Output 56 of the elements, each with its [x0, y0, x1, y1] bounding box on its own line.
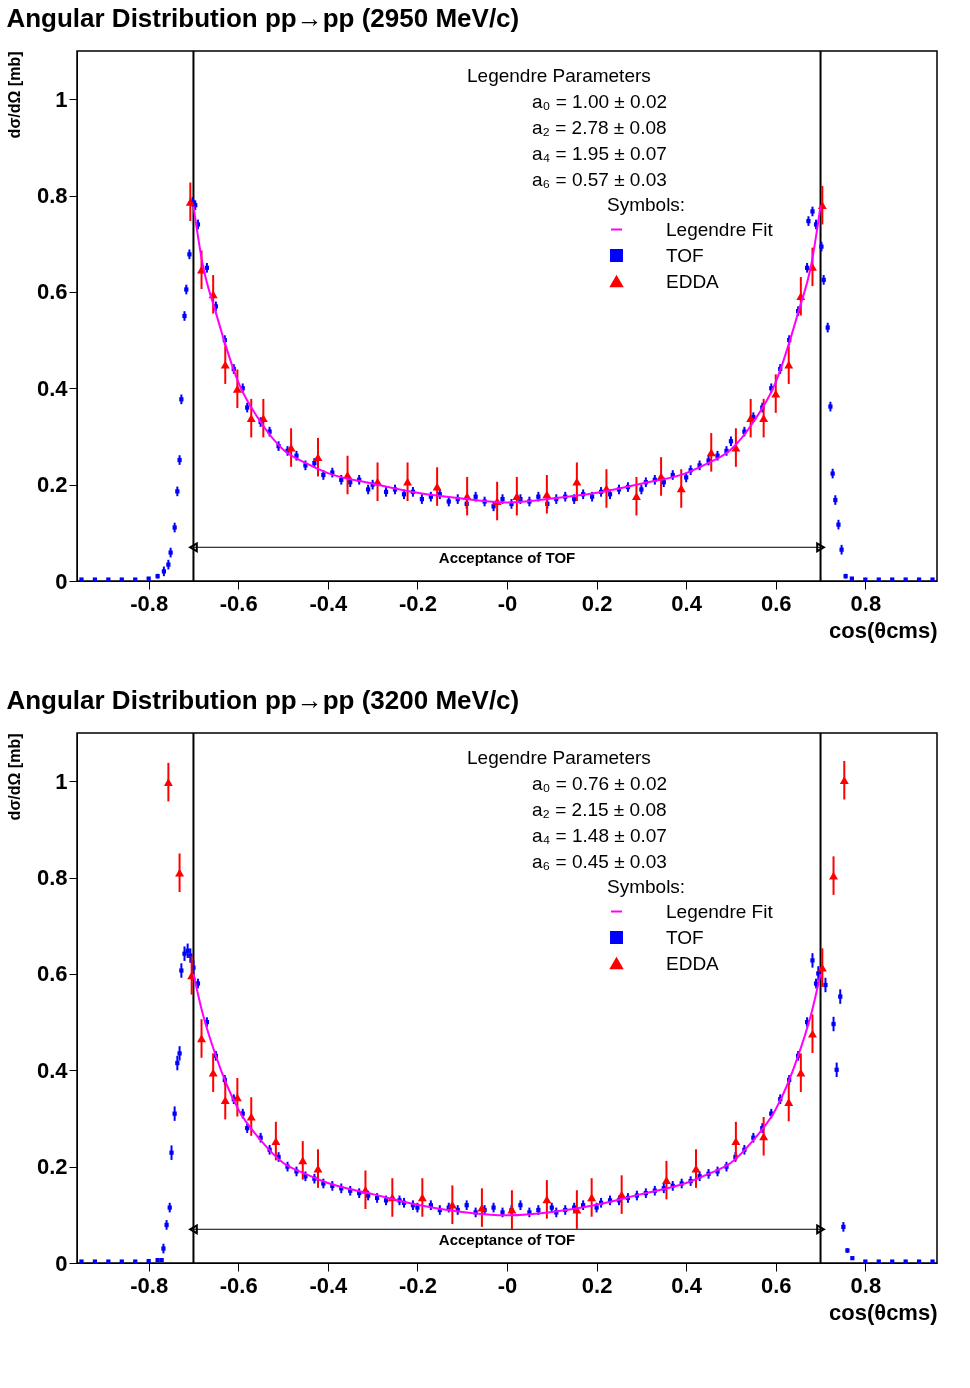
x-tick-label: 0.2 [581, 1272, 613, 1298]
x-tick-label: 0.2 [581, 590, 613, 616]
annotation: a₂ = 2.15 ± 0.08 [532, 799, 667, 820]
y-tick-label: 1 [55, 768, 68, 794]
legend-label: Legendre Fit [666, 900, 774, 922]
y-tick-label: 0.2 [36, 472, 68, 498]
legend-label: TOF [666, 926, 704, 948]
chart-title: Angular Distribution pp→pp (3200 MeV/c) [6, 685, 520, 715]
legend-title: Symbols: [607, 194, 686, 215]
y-axis-title: dσ/dΩ [mb] [5, 51, 23, 139]
legend-label: EDDA [666, 270, 720, 292]
x-tick-label: 0.6 [760, 1272, 792, 1298]
x-tick-label: 0.8 [850, 1272, 882, 1298]
x-tick-label: -0 [497, 1272, 518, 1298]
y-tick-label: 0 [55, 1250, 68, 1276]
x-tick-label: -0.6 [219, 1272, 258, 1298]
annotation: a₀ = 0.76 ± 0.02 [532, 773, 668, 794]
x-tick-label: -0.4 [309, 590, 349, 616]
annotation: Acceptance of TOF [438, 549, 576, 567]
x-tick-label: -0.2 [398, 590, 437, 616]
annotation: Legendre Parameters [467, 747, 651, 768]
legend-title: Symbols: [607, 876, 686, 897]
x-tick-label: 0.8 [850, 590, 882, 616]
y-axis-title: dσ/dΩ [mb] [5, 733, 23, 821]
legend-label: TOF [666, 244, 704, 266]
x-tick-label: 0.6 [760, 590, 792, 616]
chart-title: Angular Distribution pp→pp (2950 MeV/c) [6, 3, 520, 33]
legend-label: Legendre Fit [666, 218, 774, 240]
annotation: a₀ = 1.00 ± 0.02 [532, 91, 668, 112]
x-tick-label: -0 [497, 590, 518, 616]
y-tick-label: 0.4 [36, 375, 69, 401]
legend-label: EDDA [666, 952, 720, 974]
annotation: a₄ = 1.95 ± 0.07 [532, 143, 667, 164]
x-tick-label: -0.8 [130, 590, 169, 616]
y-tick-label: 0.4 [36, 1057, 69, 1083]
x-tick-label: -0.2 [398, 1272, 437, 1298]
annotation: a₂ = 2.78 ± 0.08 [532, 117, 667, 138]
y-tick-label: 0 [55, 568, 68, 594]
x-axis-title: cos(θcms) [829, 617, 938, 643]
annotation: Legendre Parameters [467, 65, 651, 86]
annotation: Acceptance of TOF [438, 1231, 576, 1249]
annotation: a₄ = 1.48 ± 0.07 [532, 825, 667, 846]
y-tick-label: 0.8 [36, 183, 68, 209]
x-tick-label: -0.6 [219, 590, 258, 616]
x-tick-label: 0.4 [671, 1272, 703, 1298]
y-tick-label: 0.8 [36, 865, 68, 891]
y-tick-label: 0.6 [36, 961, 68, 987]
y-tick-label: 1 [55, 86, 68, 112]
x-tick-label: -0.4 [309, 1272, 349, 1298]
annotation: a₆ = 0.45 ± 0.03 [532, 851, 667, 872]
x-tick-label: -0.8 [130, 1272, 169, 1298]
annotation: a₆ = 0.57 ± 0.03 [532, 169, 667, 190]
x-axis-title: cos(θcms) [829, 1299, 938, 1325]
x-tick-label: 0.4 [671, 590, 703, 616]
y-tick-label: 0.2 [36, 1154, 68, 1180]
y-tick-label: 0.6 [36, 279, 68, 305]
